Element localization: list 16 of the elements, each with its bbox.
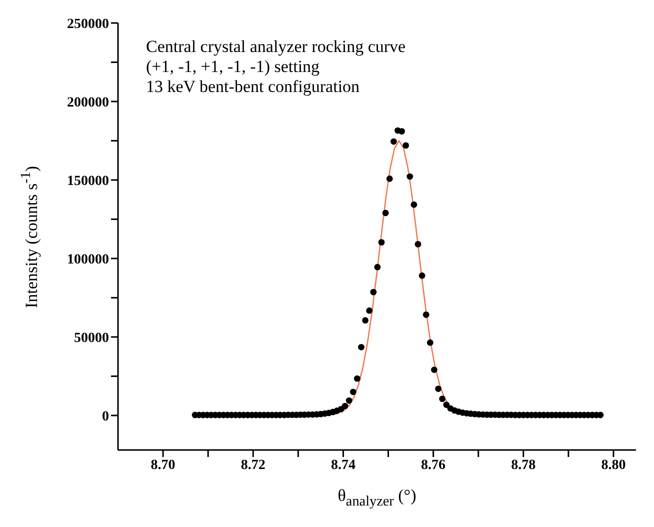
y-tick-label: 50000 [74,330,109,346]
annotation: Central crystal analyzer rocking curve [146,37,406,57]
y-tick-label: 150000 [67,174,109,189]
annotation: (+1, -1, +1, -1, -1) setting [146,57,321,77]
x-tick-label: 8.78 [511,458,536,473]
x-tick-label: 8.72 [240,458,266,473]
x-tick-label: 8.70 [150,458,176,473]
annotation: 13 keV bent-bent configuration [146,77,361,97]
y-tick-label: 250000 [67,16,109,32]
x-tick-label: 8.74 [330,458,356,473]
x-axis-title: θ$_{analyzer}$ (°) [336,486,418,510]
y-tick-label: 0 [102,409,109,424]
x-tick-label: 8.80 [601,458,626,473]
y-tick-label: 200000 [67,95,109,110]
y-tick-label: 100000 [67,252,109,268]
x-tick-label: 8.76 [421,458,446,473]
